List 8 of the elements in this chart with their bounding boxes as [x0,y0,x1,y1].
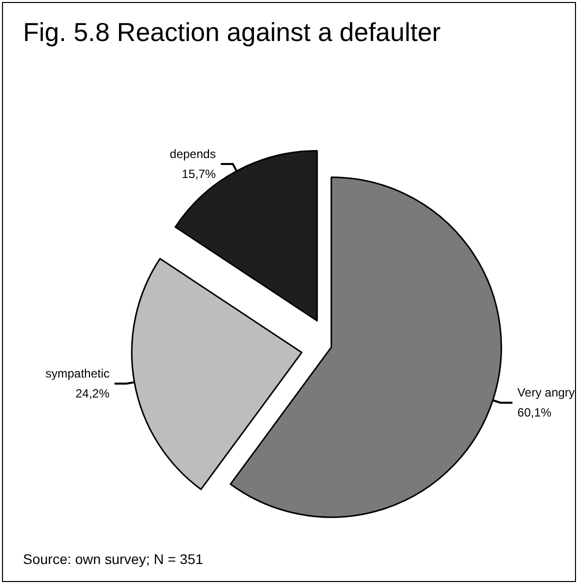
data-label: 24,2% [76,386,110,401]
chart-title: Fig. 5.8 Reaction against a defaulter [23,17,441,48]
slice-label: depends [170,146,216,161]
source-note: Source: own survey; N = 351 [23,551,204,567]
data-label: 15,7% [182,166,216,181]
slice-label: sympathetic [46,366,110,381]
slice-label: Very angry [517,386,575,400]
data-label: 60,1% [517,406,552,420]
